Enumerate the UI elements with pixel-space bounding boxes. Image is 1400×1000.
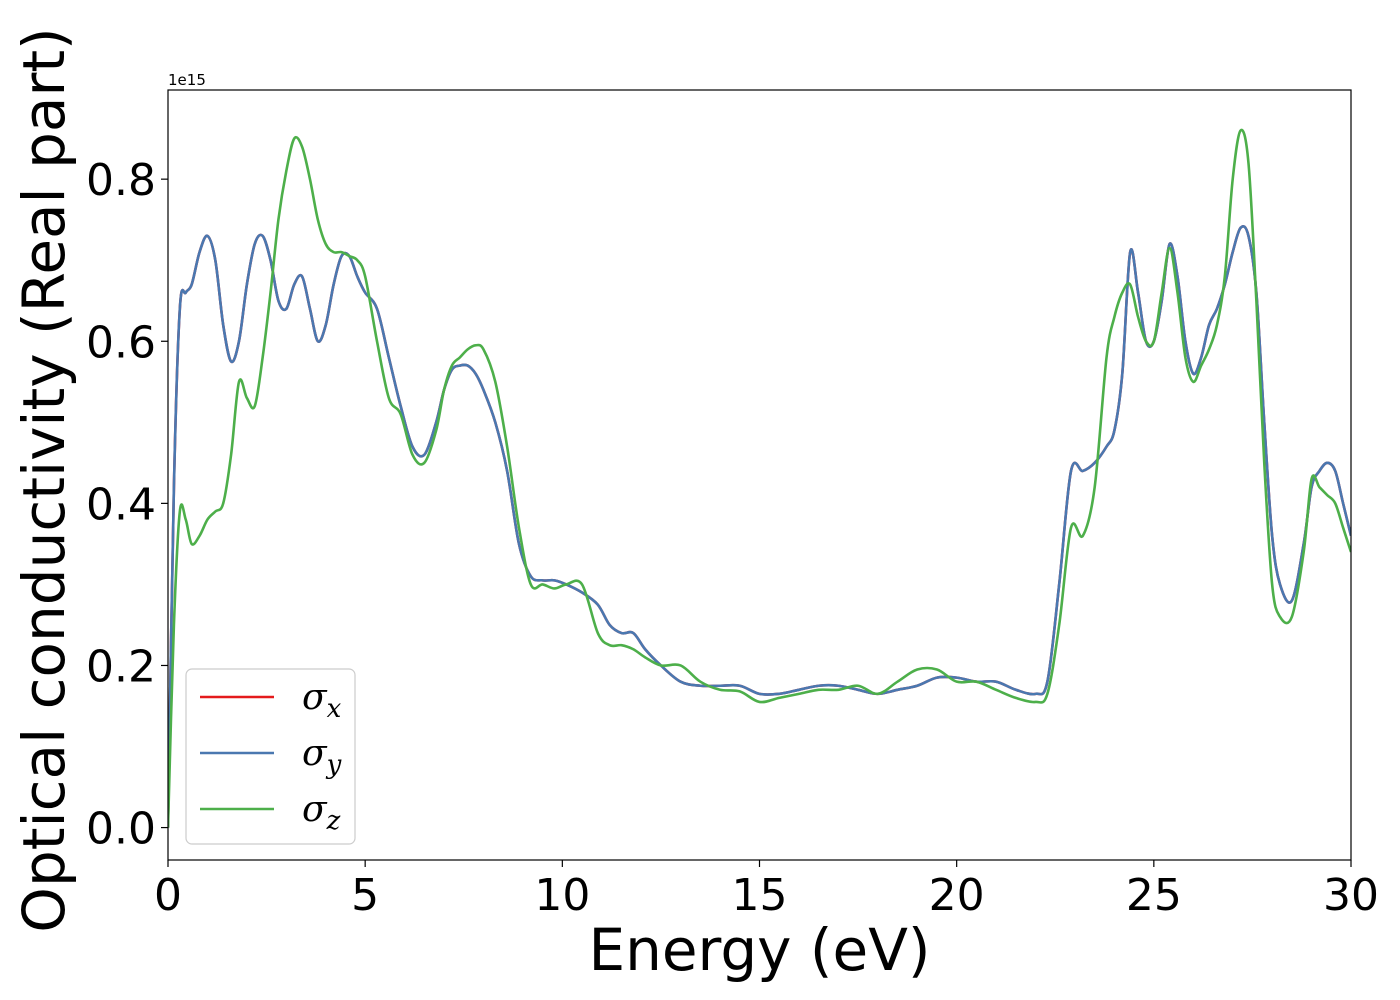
x-tick-label: 30 bbox=[1323, 870, 1379, 921]
series-line-z bbox=[168, 128, 1351, 828]
x-tick-label: 15 bbox=[732, 870, 788, 921]
y-tick-label: 0.4 bbox=[86, 479, 156, 530]
legend-label: σz bbox=[302, 789, 341, 836]
x-axis-ticks: 0 5 10 15 20 25 30 bbox=[154, 860, 1379, 921]
y-tick-label: 0.2 bbox=[86, 641, 156, 692]
y-tick-label: 0.8 bbox=[86, 155, 156, 206]
x-tick-label: 20 bbox=[929, 870, 985, 921]
legend: σx σy σz bbox=[185, 668, 356, 845]
legend-item-x: σx bbox=[200, 677, 342, 724]
y-tick-label: 0.6 bbox=[86, 317, 156, 368]
legend-box bbox=[185, 668, 356, 845]
y-axis-ticks: 0.0 0.2 0.4 0.6 0.8 bbox=[86, 155, 168, 855]
legend-label: σy bbox=[302, 733, 342, 780]
legend-item-y: σy bbox=[200, 733, 342, 780]
y-axis-label: Optical conductivity (Real part) bbox=[10, 27, 78, 932]
legend-label: σx bbox=[302, 677, 342, 724]
x-axis-label: Energy (eV) bbox=[588, 916, 930, 984]
x-tick-label: 10 bbox=[534, 870, 590, 921]
y-axis-offset-label: 1e15 bbox=[168, 71, 206, 89]
x-tick-label: 25 bbox=[1126, 870, 1182, 921]
legend-item-z: σz bbox=[200, 789, 341, 836]
series-line-y bbox=[168, 225, 1351, 828]
x-tick-label: 5 bbox=[351, 870, 379, 921]
x-tick-label: 0 bbox=[154, 870, 182, 921]
plot-lines bbox=[168, 128, 1351, 828]
y-tick-label: 0.0 bbox=[86, 804, 156, 855]
